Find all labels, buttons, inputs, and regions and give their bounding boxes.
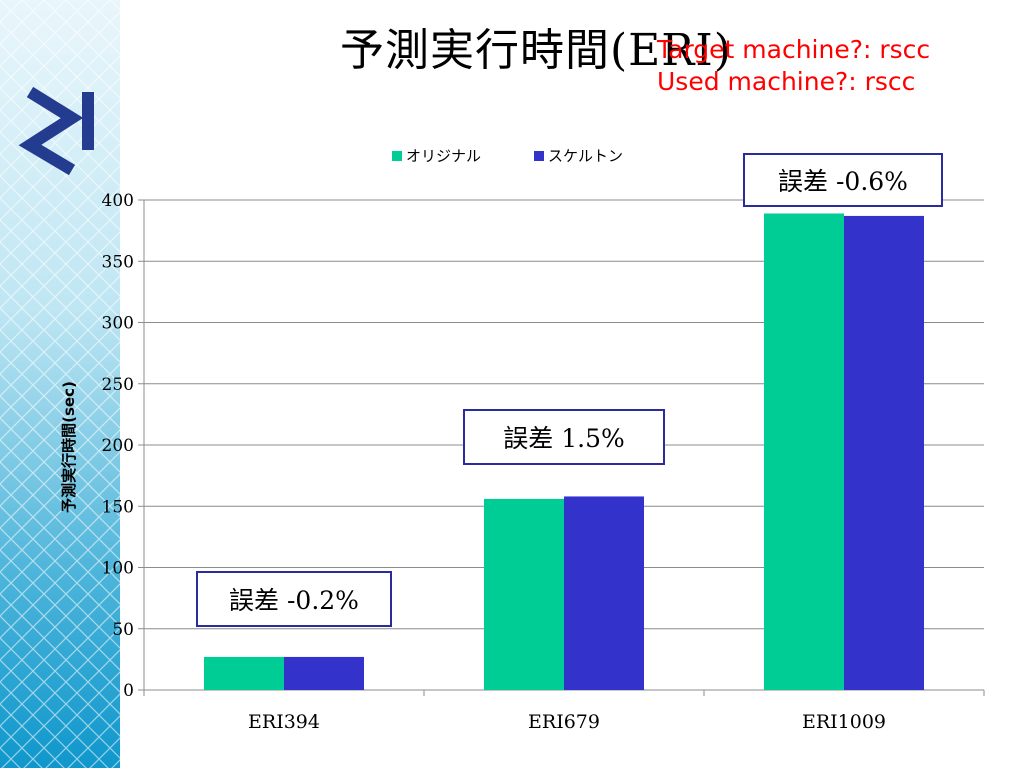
logo-icon	[18, 86, 94, 176]
x-tick-label: ERI1009	[802, 711, 886, 733]
bar-skeleton-eri679	[564, 496, 644, 690]
legend-swatch-original	[392, 151, 402, 161]
machine-note: Target machine?: rscc Used machine?: rsc…	[657, 34, 930, 98]
bar-skeleton-eri394	[284, 656, 364, 690]
slide-title: 予測実行時間(ERI)	[340, 25, 732, 76]
error-box-eri679: 誤差 1.5%	[463, 409, 665, 465]
y-axis-label: 予測実行時間(sec)	[60, 381, 78, 513]
bar-skeleton-eri1009	[844, 215, 924, 691]
x-tick-label: ERI679	[528, 711, 600, 733]
y-tick-label: 50	[112, 620, 134, 640]
y-tick-label: 100	[102, 559, 134, 579]
lattice-pattern	[0, 0, 120, 768]
legend-swatch-skeleton	[534, 151, 544, 161]
legend-label-skeleton: スケルトン	[548, 147, 623, 165]
y-tick-label: 150	[102, 497, 134, 517]
bar-original-eri394	[204, 656, 284, 690]
target-machine-text: Target machine?: rscc	[657, 35, 931, 64]
x-tick-label: ERI394	[248, 711, 320, 733]
error-box-eri394: 誤差 -0.2%	[196, 571, 392, 627]
used-machine-text: Used machine?: rscc	[657, 66, 916, 96]
bar-original-eri1009	[764, 213, 844, 690]
error-box-eri1009: 誤差 -0.6%	[743, 153, 943, 207]
y-tick-label: 400	[102, 191, 134, 211]
bar-original-eri679	[484, 498, 564, 690]
legend-label-original: オリジナル	[406, 147, 481, 165]
y-tick-label: 0	[123, 681, 134, 701]
y-tick-label: 350	[102, 252, 134, 272]
y-tick-label: 200	[102, 436, 134, 456]
y-tick-label: 250	[102, 375, 134, 395]
side-decoration-band	[0, 0, 120, 768]
y-tick-label: 300	[102, 314, 134, 334]
